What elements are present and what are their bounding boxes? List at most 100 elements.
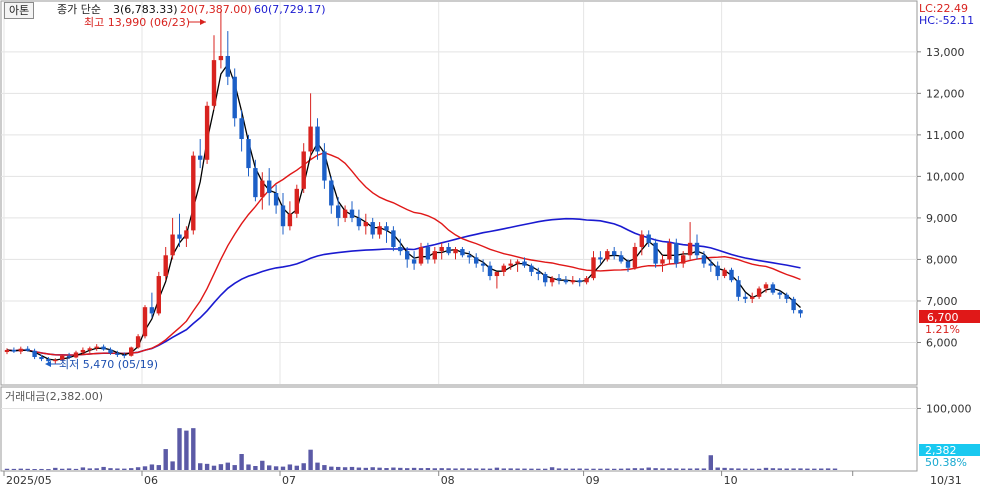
candle-body [770,284,776,293]
volume-bar [170,461,175,470]
volume-bar [543,468,548,470]
volume-percent: 50.38% [925,456,967,469]
candle [750,292,755,304]
volume-bar [605,468,610,470]
volume-bar [129,468,134,470]
volume-bar [480,468,486,470]
candle-body [625,261,631,268]
volume-bar [315,462,320,470]
candle [156,271,161,316]
candle [522,257,527,268]
candle [515,259,520,272]
candle-body [204,105,210,160]
candle-body [267,180,272,193]
stock-name-button[interactable]: 아톤 [4,2,35,19]
ma3-legend: 3(6,783.33) [113,3,178,16]
volume-bar [53,467,58,470]
volume-bar [322,465,327,470]
candle-body [708,263,713,266]
volume-bars [4,428,838,471]
candle-body [135,336,141,348]
candle [391,226,396,252]
candle-body [80,349,86,353]
volume-bar [301,463,306,470]
candle-body [756,288,762,297]
volume-bar [549,467,555,470]
candle-body [467,255,472,258]
candle-body [763,284,769,289]
volume-bar [253,466,258,470]
candle [149,292,155,318]
candle-body [184,230,189,239]
candle-body [563,280,569,283]
volume-bar [267,465,272,470]
candle-body [122,354,127,356]
volume-bar [515,468,520,470]
volume-bar [87,468,92,470]
candle-body [784,294,789,299]
candle-body [301,151,306,189]
candle [184,226,189,247]
volume-bar [777,468,782,470]
volume-bar [763,467,769,470]
candle [170,217,175,260]
candle-body [660,259,665,264]
volume-bar [798,468,803,470]
candle-body [129,347,134,356]
volume-bar [405,468,410,470]
volume-current-badge [919,444,980,456]
candle [529,263,534,277]
volume-bar [612,468,617,470]
volume-bar [577,468,582,470]
ma-legend-label: 종가 단순 [57,3,101,16]
volume-bar [570,468,575,470]
date-tick-label: 10 [724,474,738,487]
candle [418,242,424,266]
volume-bar [60,468,65,470]
candle [543,271,548,287]
candle-body [370,222,375,235]
candle-body [501,265,506,272]
price-tick-label: 6,000 [926,336,958,349]
candle-body [66,355,72,358]
volume-bar [11,468,17,470]
candle [632,242,638,270]
candle-body [460,249,465,256]
candle [122,352,127,359]
candle-body [177,234,182,239]
volume-bar [115,468,120,470]
candle [687,222,693,260]
volume-bar [204,463,210,470]
candle [639,230,644,256]
candle-body [377,226,382,235]
volume-bar [508,468,513,470]
candle-body [743,296,748,299]
volume-bar [591,468,596,470]
volume-bar [336,466,341,470]
current-change: 1.21% [925,323,960,336]
candle-body [791,298,796,311]
price-tick-label: 9,000 [926,212,958,225]
candle [315,118,320,160]
candle-body [529,265,534,272]
volume-bar [805,468,810,470]
volume-bar [246,464,251,470]
candle [101,344,106,351]
volume-bar [391,467,396,470]
candle-body [632,246,638,268]
volume-bar [756,468,762,470]
volume-bar [529,468,534,470]
candle [329,176,334,214]
candle [612,246,617,260]
candle [260,172,265,210]
candle-body [225,55,230,77]
candle [708,259,713,272]
candle-body [480,263,486,266]
volume-bar [653,468,658,470]
volume-bar [460,468,465,470]
volume-tick-label: 100,000 [926,402,972,415]
volume-bar [646,467,651,470]
candle [487,261,493,281]
candle [80,347,86,355]
